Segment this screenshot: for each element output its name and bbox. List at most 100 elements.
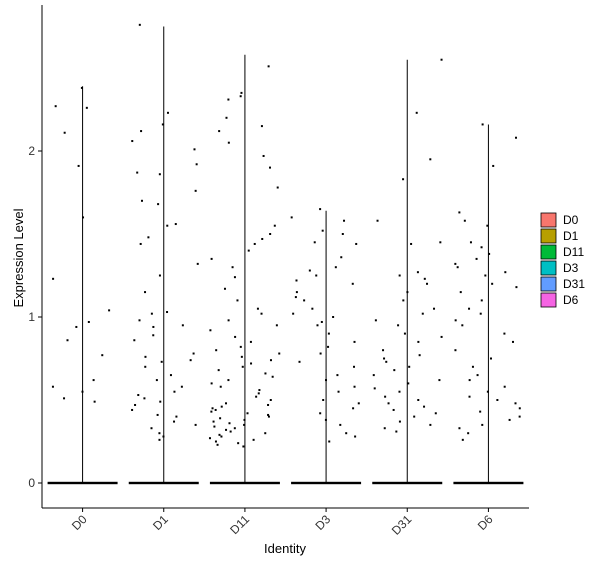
data-point xyxy=(514,402,517,405)
data-point xyxy=(488,252,491,255)
data-point xyxy=(471,365,474,368)
data-point xyxy=(220,405,223,408)
data-point xyxy=(258,389,261,392)
data-point xyxy=(250,362,253,365)
data-point xyxy=(426,282,429,285)
data-point xyxy=(515,286,518,289)
data-point xyxy=(325,379,328,382)
legend-key-D0 xyxy=(540,212,557,228)
data-point xyxy=(327,332,330,335)
data-point xyxy=(468,395,471,398)
data-point xyxy=(515,136,518,139)
data-point xyxy=(219,417,222,420)
data-point xyxy=(518,407,521,410)
data-point xyxy=(216,443,219,446)
data-point xyxy=(503,385,506,388)
data-point xyxy=(175,415,178,418)
data-point xyxy=(194,189,197,192)
data-point xyxy=(143,397,146,400)
data-point xyxy=(269,166,272,169)
data-point xyxy=(155,379,158,382)
violin-base xyxy=(372,481,443,485)
x-tick-label: D11 xyxy=(227,512,252,537)
data-point xyxy=(438,379,441,382)
legend: D0 D1 D11 D3 D31 D6 xyxy=(540,212,585,308)
data-point xyxy=(227,319,230,322)
legend-label: D3 xyxy=(563,261,579,275)
data-point xyxy=(439,241,442,244)
data-point xyxy=(66,339,69,342)
x-axis-ticks: D0 D1 D11 D3 D31 D6 xyxy=(69,508,496,538)
data-point xyxy=(376,219,379,222)
data-point xyxy=(403,332,406,335)
data-point xyxy=(496,399,499,401)
data-point xyxy=(101,354,104,357)
violin-D11 xyxy=(208,54,281,485)
legend-label: D6 xyxy=(563,293,579,307)
data-point xyxy=(213,425,216,428)
data-point xyxy=(315,274,318,277)
violin-D0 xyxy=(47,86,118,485)
data-point xyxy=(484,274,487,277)
data-point xyxy=(320,320,323,323)
data-point xyxy=(195,163,198,166)
data-point xyxy=(327,345,330,348)
data-point xyxy=(243,423,246,426)
data-point xyxy=(298,360,301,363)
data-point xyxy=(440,58,443,61)
data-point xyxy=(158,438,161,441)
data-point xyxy=(354,435,357,438)
data-point xyxy=(511,340,514,343)
data-point xyxy=(77,164,80,167)
data-point xyxy=(267,65,270,68)
data-point xyxy=(81,390,84,393)
data-point xyxy=(508,418,511,421)
data-point xyxy=(504,271,507,274)
data-point xyxy=(80,86,83,89)
data-point xyxy=(334,266,337,269)
data-point xyxy=(140,199,143,202)
data-point xyxy=(225,116,228,119)
violin-D6 xyxy=(453,123,524,485)
data-point xyxy=(158,432,161,435)
data-point xyxy=(158,173,161,176)
data-point xyxy=(144,291,147,294)
data-point xyxy=(463,219,466,222)
data-point xyxy=(273,224,276,227)
data-point xyxy=(161,123,164,126)
data-point xyxy=(220,435,223,438)
data-point xyxy=(433,307,436,310)
data-point xyxy=(340,256,343,259)
data-point xyxy=(156,413,159,416)
data-point xyxy=(479,410,482,413)
data-point xyxy=(434,412,437,415)
data-point xyxy=(139,242,142,245)
data-point xyxy=(461,324,464,327)
data-point xyxy=(468,379,471,382)
data-point xyxy=(240,355,243,358)
data-point xyxy=(267,403,270,406)
data-point xyxy=(264,432,267,435)
data-point xyxy=(319,352,322,355)
data-point xyxy=(240,91,243,94)
plot-area xyxy=(47,23,524,485)
data-point xyxy=(518,415,521,418)
data-point xyxy=(229,430,232,433)
data-point xyxy=(227,141,230,144)
data-point xyxy=(260,125,263,128)
data-point xyxy=(322,399,325,401)
data-point xyxy=(63,397,66,400)
data-point xyxy=(210,410,213,413)
data-point xyxy=(210,257,213,260)
data-point xyxy=(374,319,377,322)
data-point xyxy=(311,307,314,310)
data-point xyxy=(194,423,197,426)
legend-label: D0 xyxy=(563,213,579,227)
data-point xyxy=(215,349,218,352)
data-point xyxy=(357,402,360,405)
data-point xyxy=(392,408,395,411)
data-point xyxy=(383,427,386,430)
data-point xyxy=(189,359,192,362)
data-point xyxy=(417,399,420,401)
data-point xyxy=(108,309,111,312)
